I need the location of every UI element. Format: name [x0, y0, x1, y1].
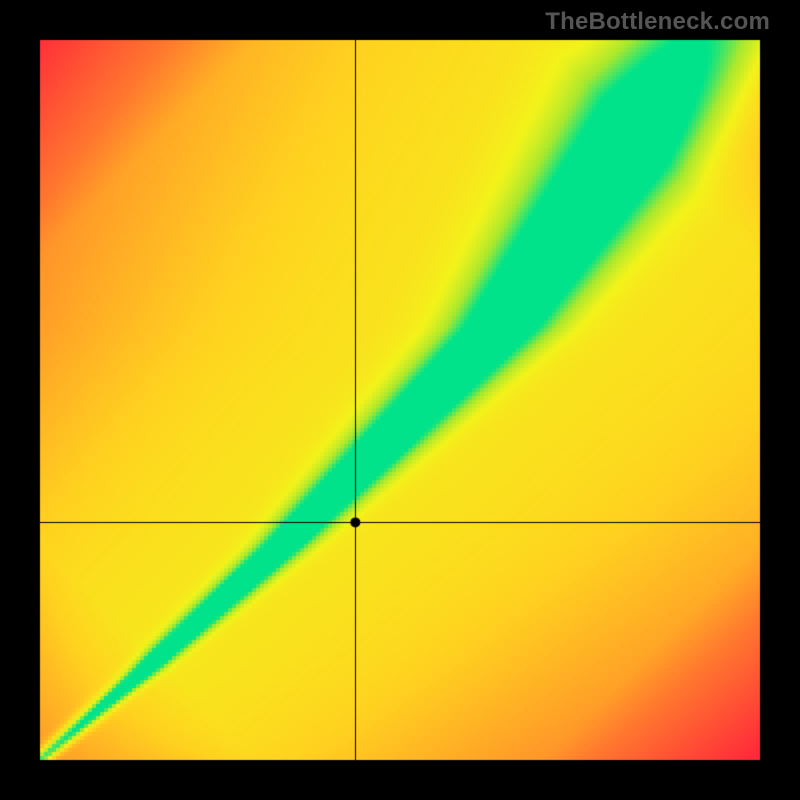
- figure-root: TheBottleneck.com: [0, 0, 800, 800]
- bottleneck-heatmap: [0, 0, 800, 800]
- watermark-text: TheBottleneck.com: [545, 8, 770, 36]
